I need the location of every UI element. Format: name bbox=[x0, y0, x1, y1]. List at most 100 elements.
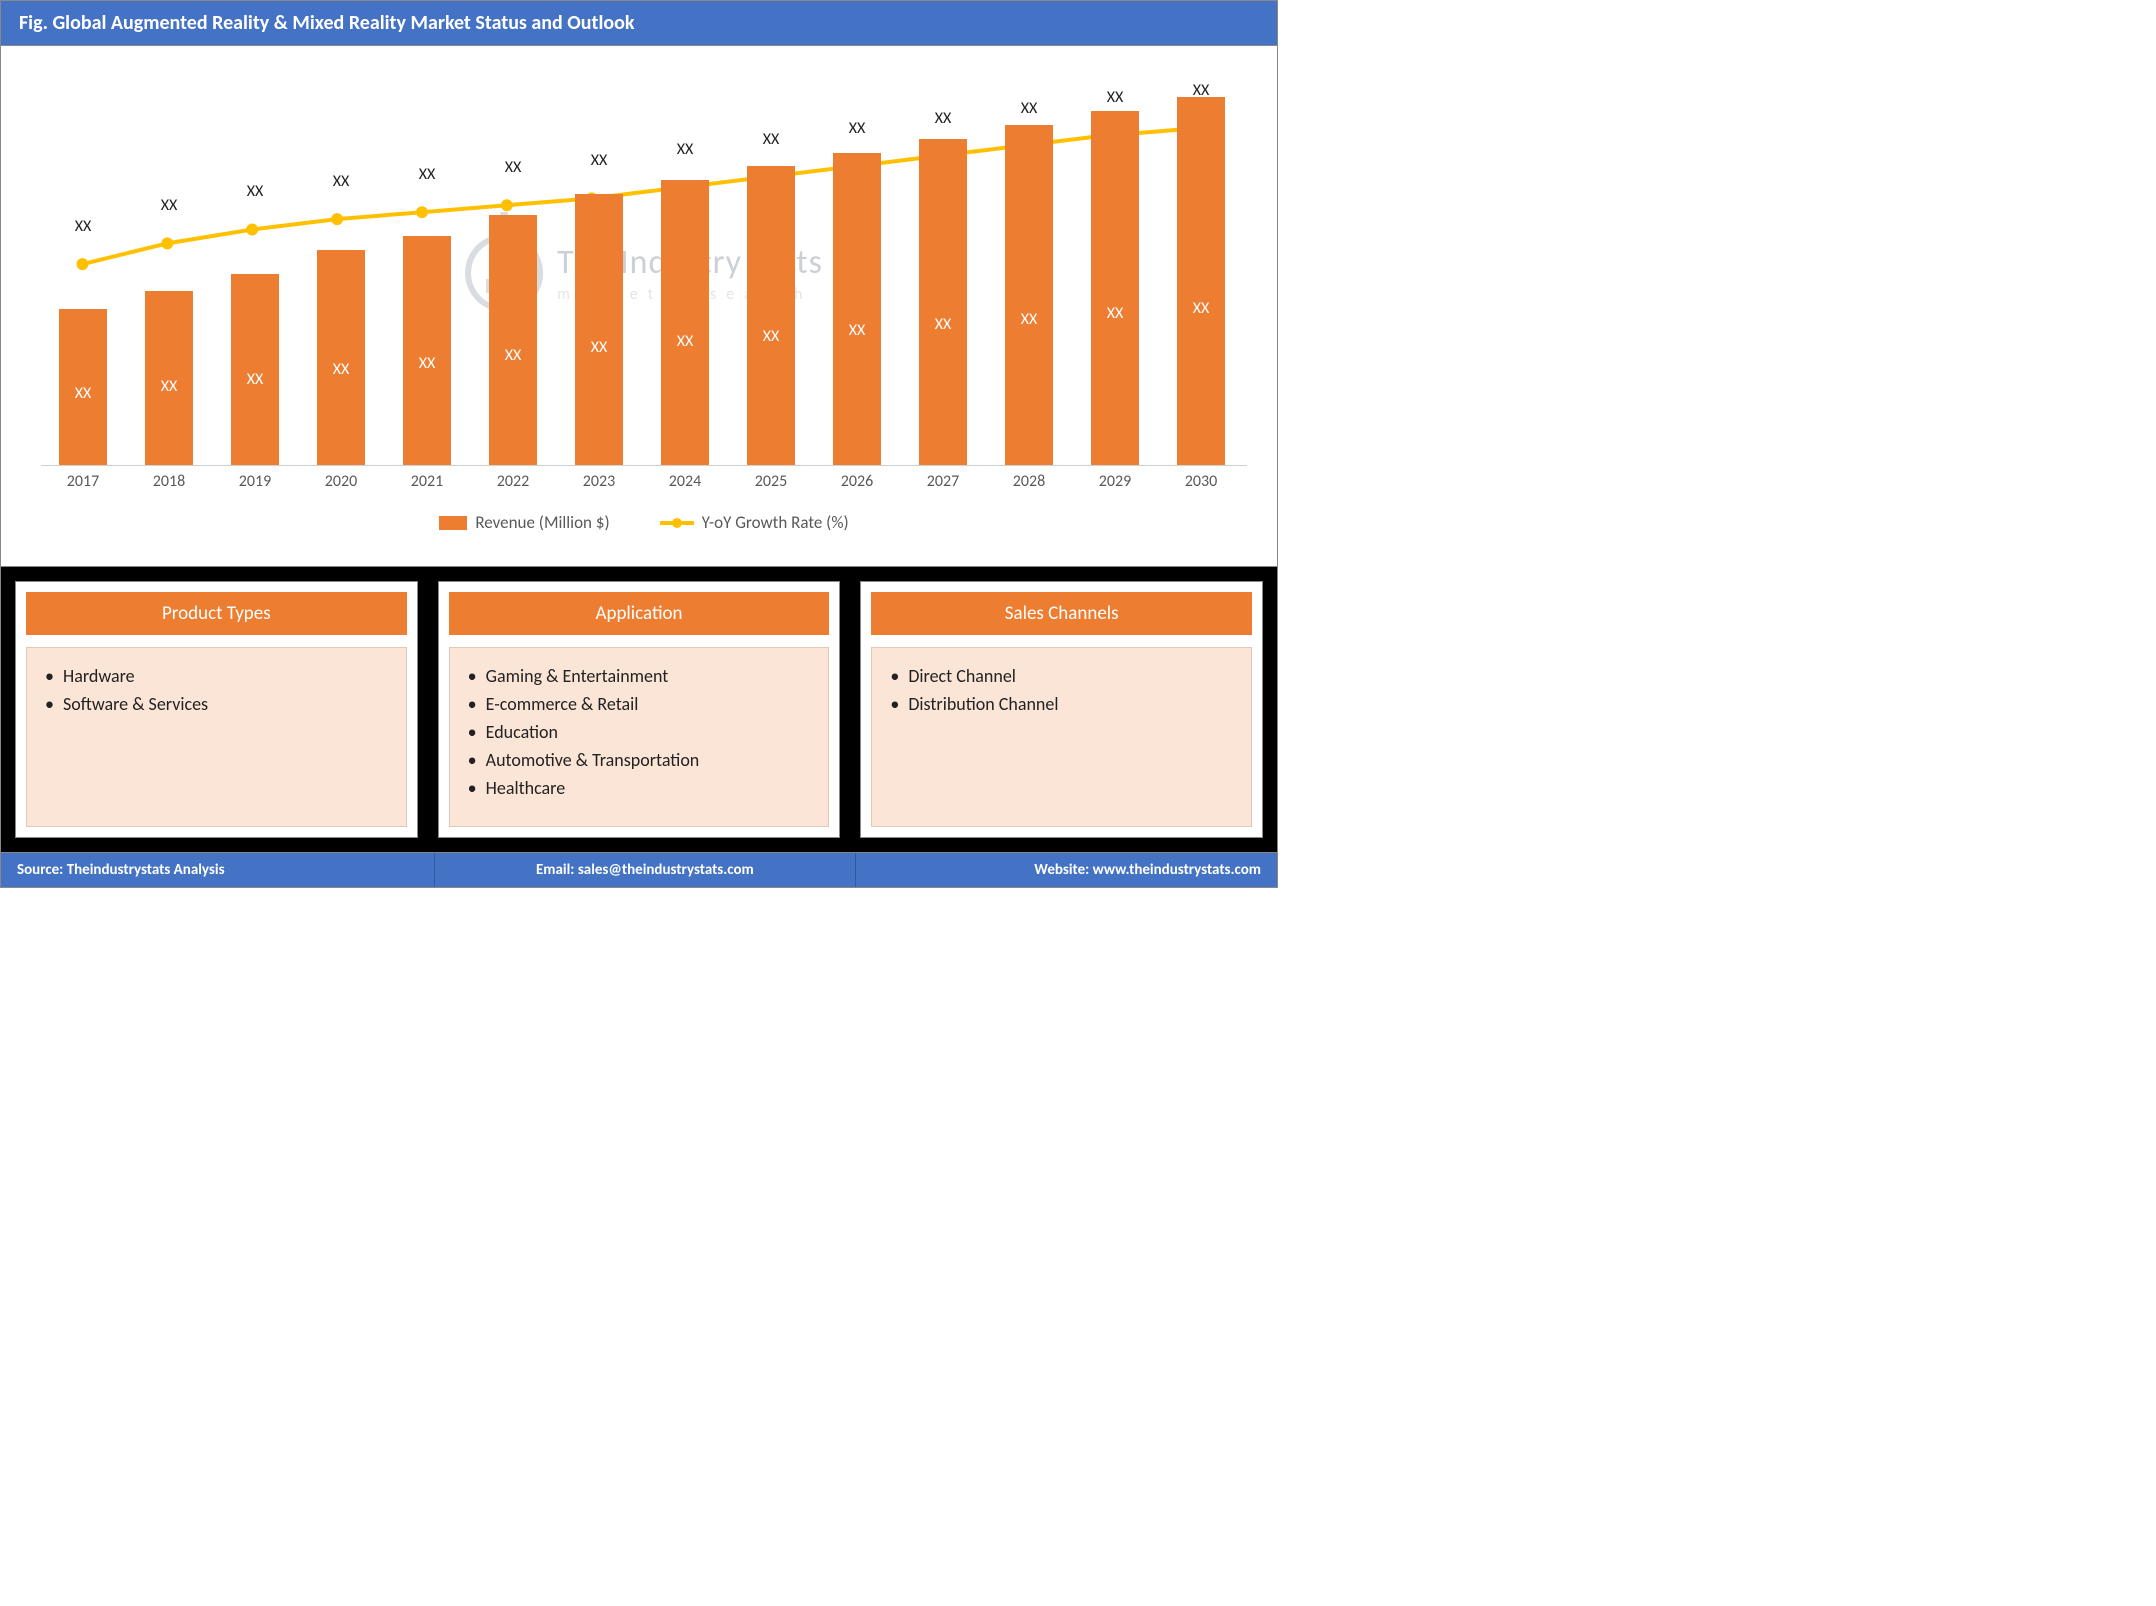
bar-2028: XXXX bbox=[1005, 125, 1053, 465]
footer-email: Email: sales@theindustrystats.com bbox=[435, 853, 856, 887]
revenue-bar bbox=[833, 153, 881, 465]
line-value-label: XX bbox=[1177, 81, 1225, 100]
bar-2026: XXXX bbox=[833, 153, 881, 465]
bar-value-label: XX bbox=[59, 384, 107, 403]
line-value-label: XX bbox=[317, 172, 365, 191]
x-tick: 2022 bbox=[489, 472, 537, 491]
bar-value-label: XX bbox=[317, 360, 365, 379]
revenue-bar bbox=[661, 180, 709, 465]
line-value-label: XX bbox=[403, 165, 451, 184]
x-tick: 2021 bbox=[403, 472, 451, 491]
x-tick: 2026 bbox=[833, 472, 881, 491]
revenue-bar bbox=[403, 236, 451, 465]
bar-value-label: XX bbox=[1177, 299, 1225, 318]
revenue-bar bbox=[1177, 97, 1225, 465]
bar-value-label: XX bbox=[747, 327, 795, 346]
line-value-label: XX bbox=[1005, 99, 1053, 118]
line-value-label: XX bbox=[231, 182, 279, 201]
legend-revenue-swatch bbox=[439, 516, 467, 530]
legend-revenue-label: Revenue (Million $) bbox=[475, 512, 609, 533]
panel-item: Direct Channel bbox=[890, 662, 1233, 690]
footer-website: Website: www.theindustrystats.com bbox=[856, 853, 1277, 887]
category-panels: Product Types HardwareSoftware & Services… bbox=[1, 566, 1277, 852]
chart-area: The Industry Stats market research XXXXX… bbox=[1, 46, 1277, 566]
figure-title: Fig. Global Augmented Reality & Mixed Re… bbox=[1, 1, 1277, 46]
figure-container: Fig. Global Augmented Reality & Mixed Re… bbox=[0, 0, 1278, 888]
x-tick: 2027 bbox=[919, 472, 967, 491]
revenue-bar bbox=[747, 166, 795, 465]
revenue-bar bbox=[575, 194, 623, 465]
panel-header: Application bbox=[449, 592, 830, 635]
x-tick: 2019 bbox=[231, 472, 279, 491]
bar-2023: XXXX bbox=[575, 194, 623, 465]
panel-item: Distribution Channel bbox=[890, 690, 1233, 718]
panel-body: Gaming & EntertainmentE-commerce & Retai… bbox=[449, 647, 830, 827]
bar-value-label: XX bbox=[833, 321, 881, 340]
bar-value-label: XX bbox=[489, 346, 537, 365]
bar-value-label: XX bbox=[575, 338, 623, 357]
bar-value-label: XX bbox=[661, 332, 709, 351]
bar-value-label: XX bbox=[231, 370, 279, 389]
line-value-label: XX bbox=[833, 119, 881, 138]
line-value-label: XX bbox=[919, 109, 967, 128]
legend-revenue: Revenue (Million $) bbox=[439, 512, 609, 533]
bar-value-label: XX bbox=[403, 354, 451, 373]
chart-plot: The Industry Stats market research XXXXX… bbox=[41, 66, 1247, 466]
panel-item: Healthcare bbox=[468, 774, 811, 802]
legend-growth-swatch bbox=[660, 521, 694, 525]
bar-value-label: XX bbox=[1005, 310, 1053, 329]
line-value-label: XX bbox=[59, 217, 107, 236]
footer-source: Source: Theindustrystats Analysis bbox=[1, 853, 435, 887]
panel-header: Sales Channels bbox=[871, 592, 1252, 635]
panel-item: Education bbox=[468, 718, 811, 746]
revenue-bar bbox=[1091, 111, 1139, 465]
x-tick: 2029 bbox=[1091, 472, 1139, 491]
panel-item: E-commerce & Retail bbox=[468, 690, 811, 718]
revenue-bar bbox=[489, 215, 537, 465]
line-value-label: XX bbox=[489, 158, 537, 177]
x-axis: 2017 2018 2019 2020 2021 2022 2023 2024 2025 2026… bbox=[41, 472, 1247, 502]
growth-line bbox=[41, 66, 1247, 465]
panel-item: Automotive & Transportation bbox=[468, 746, 811, 774]
bar-2018: XXXX bbox=[145, 291, 193, 465]
bar-2024: XXXX bbox=[661, 180, 709, 465]
line-value-label: XX bbox=[747, 130, 795, 149]
x-tick: 2025 bbox=[747, 472, 795, 491]
x-tick: 2017 bbox=[59, 472, 107, 491]
x-tick: 2020 bbox=[317, 472, 365, 491]
bar-2022: XXXX bbox=[489, 215, 537, 465]
revenue-bar bbox=[317, 250, 365, 465]
revenue-bar bbox=[1005, 125, 1053, 465]
panel-sales-channels: Sales Channels Direct ChannelDistribution… bbox=[860, 581, 1263, 838]
panel-application: Application Gaming & EntertainmentE-comme… bbox=[438, 581, 841, 838]
line-value-label: XX bbox=[575, 151, 623, 170]
panel-header: Product Types bbox=[26, 592, 407, 635]
bar-2020: XXXX bbox=[317, 250, 365, 465]
panel-body: Direct ChannelDistribution Channel bbox=[871, 647, 1252, 827]
legend-growth-label: Y-oY Growth Rate (%) bbox=[702, 512, 849, 533]
bar-2030: XXXX bbox=[1177, 97, 1225, 465]
panel-product-types: Product Types HardwareSoftware & Services bbox=[15, 581, 418, 838]
chart-legend: Revenue (Million $) Y-oY Growth Rate (%) bbox=[41, 502, 1247, 551]
line-value-label: XX bbox=[1091, 88, 1139, 107]
bar-value-label: XX bbox=[1091, 304, 1139, 323]
bar-2025: XXXX bbox=[747, 166, 795, 465]
x-tick: 2018 bbox=[145, 472, 193, 491]
line-value-label: XX bbox=[661, 140, 709, 159]
x-tick: 2028 bbox=[1005, 472, 1053, 491]
line-value-label: XX bbox=[145, 196, 193, 215]
bar-value-label: XX bbox=[145, 377, 193, 396]
x-tick: 2030 bbox=[1177, 472, 1225, 491]
panel-body: HardwareSoftware & Services bbox=[26, 647, 407, 827]
panel-item: Software & Services bbox=[45, 690, 388, 718]
bar-2029: XXXX bbox=[1091, 111, 1139, 465]
bar-2017: XXXX bbox=[59, 309, 107, 465]
bar-value-label: XX bbox=[919, 315, 967, 334]
bar-2021: XXXX bbox=[403, 236, 451, 465]
x-tick: 2024 bbox=[661, 472, 709, 491]
bar-2019: XXXX bbox=[231, 274, 279, 465]
footer-bar: Source: Theindustrystats Analysis Email:… bbox=[1, 852, 1277, 887]
bar-2027: XXXX bbox=[919, 139, 967, 465]
panel-item: Gaming & Entertainment bbox=[468, 662, 811, 690]
x-tick: 2023 bbox=[575, 472, 623, 491]
